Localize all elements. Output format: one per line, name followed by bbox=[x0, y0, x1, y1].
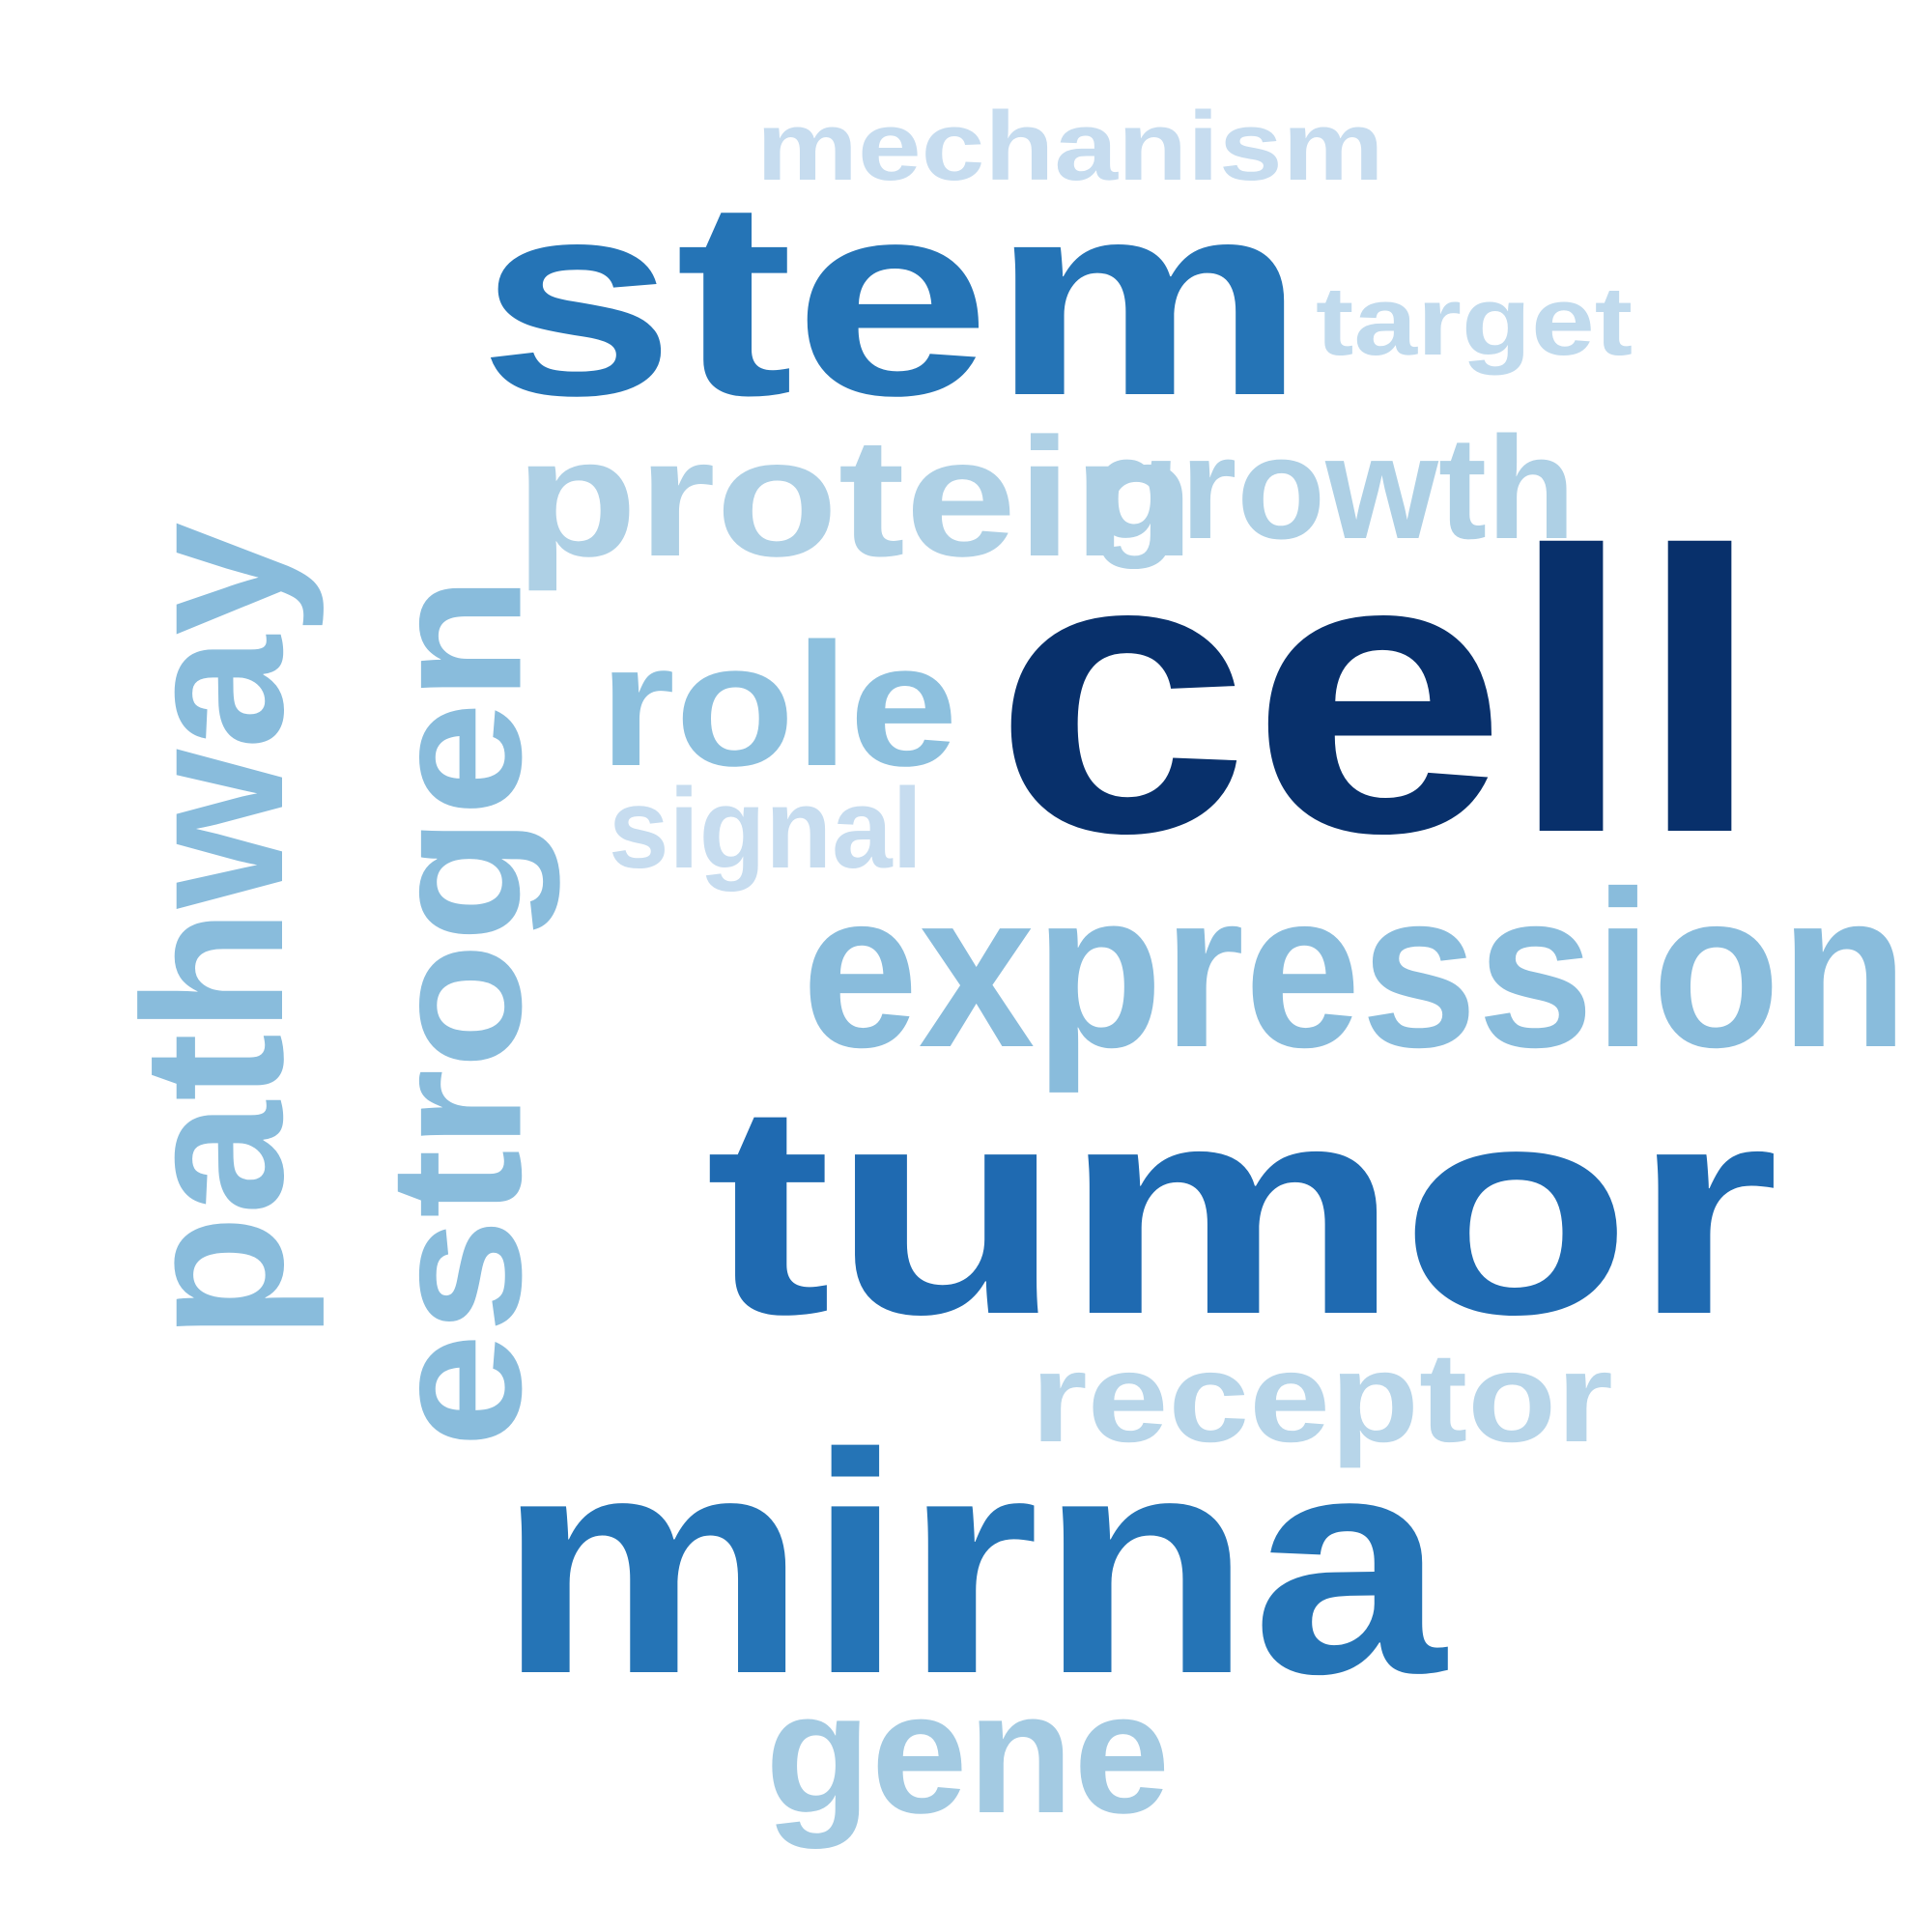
word-receptor: receptor bbox=[1031, 1326, 1613, 1469]
word-target: target bbox=[1316, 267, 1634, 376]
word-cell: cell bbox=[993, 469, 1765, 916]
word-tumor: tumor bbox=[705, 1040, 1779, 1377]
word-mirna: mirna bbox=[497, 1387, 1446, 1739]
word-signal: signal bbox=[609, 764, 923, 892]
word-growth: growth bbox=[1092, 407, 1576, 570]
word-gene: gene bbox=[765, 1655, 1171, 1849]
word-stem: stem bbox=[478, 141, 1306, 453]
word-estrogen: estrogen bbox=[351, 575, 561, 1448]
word-protein: protein bbox=[515, 403, 1196, 592]
word-role: role bbox=[599, 607, 958, 803]
word-pathway: pathway bbox=[101, 522, 325, 1340]
word-expression: expression bbox=[802, 843, 1909, 1094]
word-mechanism: mechanism bbox=[756, 92, 1384, 201]
